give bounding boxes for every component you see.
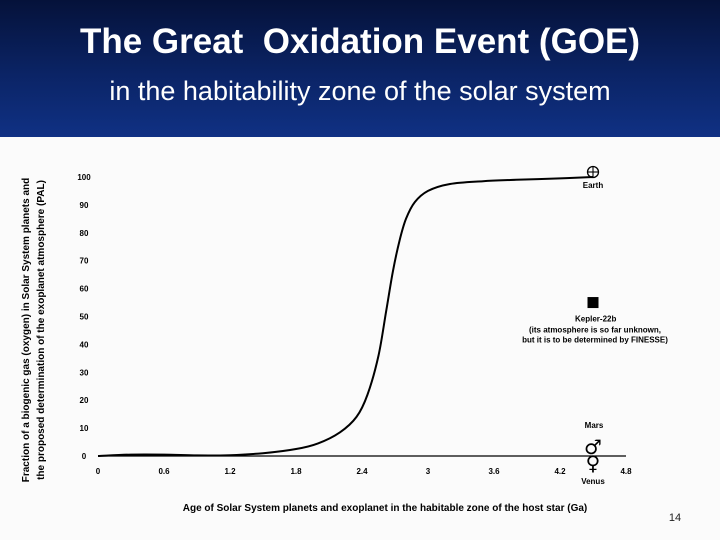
y-tick-label: 70: [80, 257, 89, 266]
chart-series: [97, 176, 594, 457]
slide-subtitle: in the habitability zone of the solar sy…: [109, 76, 611, 106]
y-tick-label: 0: [82, 452, 87, 461]
earth-label: Earth: [583, 181, 604, 190]
x-tick-label: 0: [96, 467, 101, 476]
x-tick-label: 3.6: [488, 467, 500, 476]
chart-annotations: Earth Kepler-22b (its atmosphere is so far…: [522, 165, 668, 486]
y-tick-label: 10: [80, 424, 89, 433]
page-number: 14: [668, 512, 682, 524]
mars-symbol-icon: ♂: [584, 435, 602, 459]
chart-background: [0, 137, 720, 540]
y-tick-label: 80: [80, 229, 89, 238]
kepler-22b-label: Kepler-22b: [575, 315, 616, 324]
y-tick-label: 100: [77, 173, 91, 182]
mars-label: Mars: [585, 421, 604, 430]
venus-label: Venus: [581, 477, 605, 486]
y-axis-label-line2: the proposed determination of the exopla…: [36, 180, 47, 480]
y-tick-label: 50: [80, 313, 89, 322]
y-tick-label: 40: [80, 340, 89, 349]
venus-symbol-icon: ♀: [586, 451, 601, 475]
x-tick-label: 1.8: [290, 467, 302, 476]
y-tick-label: 30: [80, 368, 89, 377]
x-tick-label: 2.4: [356, 467, 368, 476]
y-tick-label: 60: [80, 285, 89, 294]
kepler-22b-marker-icon: [587, 297, 599, 309]
x-axis-label: Age of Solar System planets and exoplane…: [183, 503, 588, 514]
x-tick-label: 0.6: [158, 467, 170, 476]
kepler-22b-note-line2: but it is to be determined by FINESSE): [522, 336, 668, 345]
goe-oxygen-curve: [97, 176, 594, 457]
y-tick-label: 20: [80, 396, 89, 405]
y-tick-label: 90: [80, 201, 89, 210]
slide-header: The Great Oxidation Event (GOE) in the h…: [0, 0, 720, 137]
kepler-22b-note-line1: (its atmosphere is so far unknown,: [529, 326, 661, 335]
x-tick-label: 1.2: [224, 467, 236, 476]
x-tick-label: 4.2: [554, 467, 566, 476]
x-tick-label: 3: [426, 467, 431, 476]
y-axis-label-line1: Fraction of a biogenic gas (oxygen) in S…: [21, 178, 32, 483]
slide-title: The Great Oxidation Event (GOE): [79, 22, 641, 61]
chart-ticks: 0 10 20 30 40 50 60 70 80 90 100 0 0.6 1.2 1.8 2.4 3 3.6 4…: [77, 173, 632, 476]
x-tick-label: 4.8: [620, 467, 632, 476]
